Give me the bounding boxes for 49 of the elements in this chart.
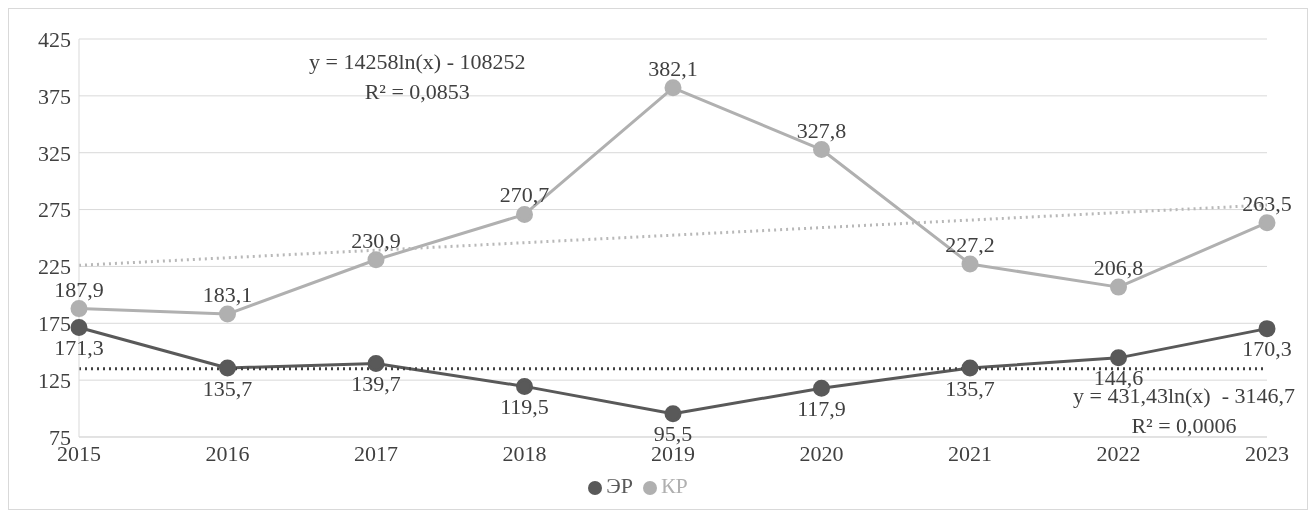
data-label: 327,8 — [796, 117, 847, 143]
y-tick-label: 275 — [38, 197, 71, 223]
x-tick-label: 2016 — [205, 440, 250, 466]
data-label: 119,5 — [500, 394, 549, 420]
point — [367, 251, 385, 269]
point — [516, 377, 533, 395]
x-tick-label: 2018 — [502, 440, 547, 466]
y-tick-label: 175 — [38, 311, 71, 337]
data-label: 139,7 — [351, 371, 401, 397]
point — [1258, 320, 1276, 338]
data-label: 171,3 — [54, 335, 104, 361]
data-label: 206,8 — [1093, 255, 1144, 281]
annotation: y = 14258ln(x) - 108252 R² = 0,0853 — [309, 48, 526, 106]
x-tick-label: 2022 — [1096, 440, 1141, 466]
data-label: 135,7 — [202, 375, 253, 401]
y-tick-label: 375 — [38, 83, 71, 109]
point — [1258, 214, 1276, 232]
point — [70, 318, 88, 336]
point — [813, 141, 830, 159]
data-label: 382,1 — [648, 55, 698, 81]
x-tick-label: 2023 — [1245, 440, 1289, 466]
point — [664, 405, 682, 423]
point — [1110, 349, 1127, 367]
y-tick-label: 425 — [38, 26, 71, 52]
data-label: 263,5 — [1242, 190, 1292, 216]
point — [1110, 278, 1127, 296]
point — [516, 205, 533, 223]
y-tick-label: 125 — [38, 367, 71, 393]
point — [219, 305, 236, 323]
data-label: 170,3 — [1242, 336, 1292, 362]
legend-label: КР — [660, 473, 688, 498]
data-label: 230,9 — [351, 227, 401, 253]
legend-label: ЭР — [606, 473, 633, 498]
y-tick-label: 325 — [38, 140, 71, 166]
x-tick-label: 2021 — [948, 440, 992, 466]
x-tick-label: 2020 — [799, 440, 844, 466]
data-label: 183,1 — [202, 282, 253, 308]
point — [664, 79, 682, 97]
point — [961, 255, 979, 273]
point — [813, 379, 830, 397]
point — [961, 359, 979, 377]
data-label: 117,9 — [797, 395, 846, 421]
point — [70, 300, 88, 318]
point — [367, 354, 385, 372]
point — [219, 359, 236, 377]
x-tick-label: 2017 — [354, 440, 398, 466]
data-label: 270,7 — [499, 182, 550, 208]
data-label: 135,7 — [945, 375, 995, 401]
data-label: 227,2 — [945, 231, 995, 257]
